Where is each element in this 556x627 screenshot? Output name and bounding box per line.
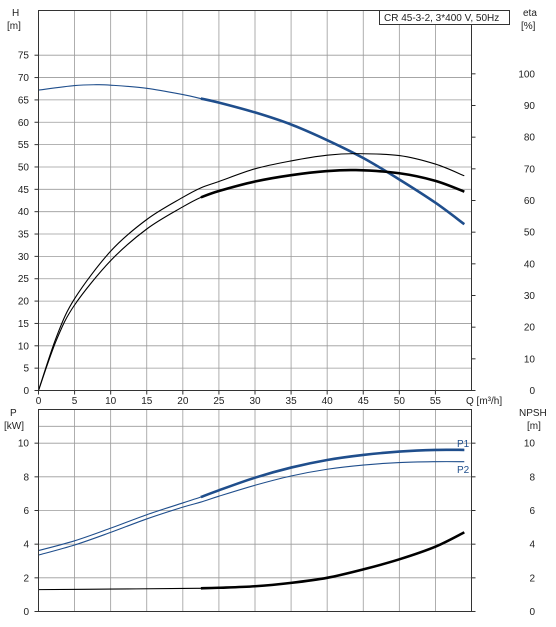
flow-tick-label: 35 [286, 396, 298, 407]
eta-tick-label: 10 [524, 354, 536, 365]
npsh-tick-label: 0 [529, 607, 535, 618]
npsh-curve-operating-range [200, 531, 465, 590]
head-curve [38, 84, 465, 225]
bottom-grid [38, 409, 472, 612]
head-tick-label: 60 [18, 118, 30, 129]
eta-tick-label: 80 [524, 133, 536, 144]
eta-tick-label: 0 [529, 386, 535, 397]
power-npsh-panel: 0 2 4 6 8 10 0 2 4 6 8 10 P [kW] NPSH [m] P1 P2 [4, 408, 547, 618]
flow-tick-label: 50 [394, 396, 406, 407]
eta-axis-label: eta [523, 8, 537, 19]
npsh-axis-ticks: 0 2 4 6 8 10 [471, 439, 536, 618]
head-tick-label: 15 [18, 319, 30, 330]
head-tick-label: 30 [18, 252, 30, 263]
efficiency-curve-2 [37, 153, 465, 391]
npsh-tick-label: 6 [529, 506, 535, 517]
head-tick-label: 10 [18, 341, 30, 352]
flow-axis-label: Q [m³/h] [466, 396, 502, 407]
flow-tick-label: 10 [105, 396, 117, 407]
legend-box [379, 10, 510, 25]
power-axis-unit: [kW] [4, 421, 24, 432]
power-tick-label: 2 [23, 573, 29, 584]
eta-axis-ticks: 0 10 20 30 40 50 60 70 80 90 100 [471, 69, 536, 397]
efficiency-curve-1-operating-range [200, 168, 465, 199]
head-tick-label: 75 [18, 51, 30, 62]
top-curves [37, 84, 466, 391]
eta-tick-label: 90 [524, 101, 536, 112]
eta-axis-unit: [%] [521, 21, 536, 32]
power-p2-curve [38, 461, 465, 556]
npsh-tick-label: 8 [529, 472, 535, 483]
head-tick-label: 0 [23, 386, 29, 397]
flow-tick-label: 15 [141, 396, 153, 407]
flow-tick-label: 0 [36, 396, 42, 407]
power-tick-label: 4 [23, 540, 29, 551]
top-grid [38, 10, 472, 391]
npsh-tick-label: 4 [529, 540, 535, 551]
flow-tick-label: 30 [249, 396, 261, 407]
efficiency-curve-1 [37, 169, 465, 391]
npsh-curve [38, 531, 465, 591]
series-label-p1: P1 [457, 439, 470, 450]
power-tick-label: 8 [23, 472, 29, 483]
flow-tick-label: 25 [213, 396, 225, 407]
head-tick-label: 40 [18, 207, 30, 218]
npsh-tick-label: 2 [529, 573, 535, 584]
head-tick-label: 45 [18, 185, 30, 196]
flow-tick-label: 55 [430, 396, 442, 407]
head-tick-label: 5 [23, 364, 29, 375]
eta-tick-label: 30 [524, 291, 536, 302]
flow-tick-label: 5 [72, 396, 78, 407]
eta-tick-label: 50 [524, 228, 536, 239]
eta-tick-label: 100 [518, 69, 535, 80]
head-axis-unit: [m] [7, 21, 21, 32]
npsh-axis-label: NPSH [519, 408, 547, 419]
eta-tick-label: 20 [524, 323, 536, 334]
power-p1-curve-operating-range [200, 448, 465, 499]
eta-tick-label: 40 [524, 259, 536, 270]
series-label-p2: P2 [457, 465, 470, 476]
head-tick-label: 20 [18, 297, 30, 308]
power-axis-ticks: 0 2 4 6 8 10 [18, 439, 39, 618]
flow-tick-label: 40 [322, 396, 334, 407]
head-tick-label: 55 [18, 140, 30, 151]
power-axis-label: P [10, 408, 17, 419]
flow-tick-label: 45 [358, 396, 370, 407]
power-tick-label: 0 [23, 607, 29, 618]
head-tick-label: 50 [18, 162, 30, 173]
flow-tick-label: 20 [177, 396, 189, 407]
head-tick-label: 35 [18, 230, 30, 241]
legend-text: CR 45-3-2, 3*400 V, 50Hz [384, 13, 499, 24]
eta-tick-label: 60 [524, 196, 536, 207]
head-curve-operating-range [200, 97, 466, 226]
head-axis-label: H [12, 8, 19, 19]
head-tick-label: 70 [18, 73, 30, 84]
npsh-tick-label: 10 [524, 439, 536, 450]
power-tick-label: 10 [18, 439, 30, 450]
bottom-curves [38, 448, 465, 591]
eta-tick-label: 70 [524, 164, 536, 175]
head-tick-label: 65 [18, 95, 30, 106]
head-axis-ticks: 0 5 10 15 20 25 30 35 40 45 50 55 60 65 70 75 [18, 51, 39, 397]
power-tick-label: 6 [23, 506, 29, 517]
npsh-axis-unit: [m] [527, 421, 541, 432]
flow-axis-ticks: 0 5 10 15 20 25 30 35 40 45 50 55 [36, 390, 442, 407]
head-tick-label: 25 [18, 274, 30, 285]
